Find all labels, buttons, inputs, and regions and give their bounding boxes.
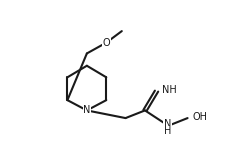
Text: H: H <box>163 126 170 136</box>
Text: N: N <box>163 119 170 129</box>
Text: N: N <box>83 105 90 115</box>
Text: NH: NH <box>161 85 176 95</box>
Text: O: O <box>102 38 110 48</box>
Text: OH: OH <box>192 112 207 122</box>
